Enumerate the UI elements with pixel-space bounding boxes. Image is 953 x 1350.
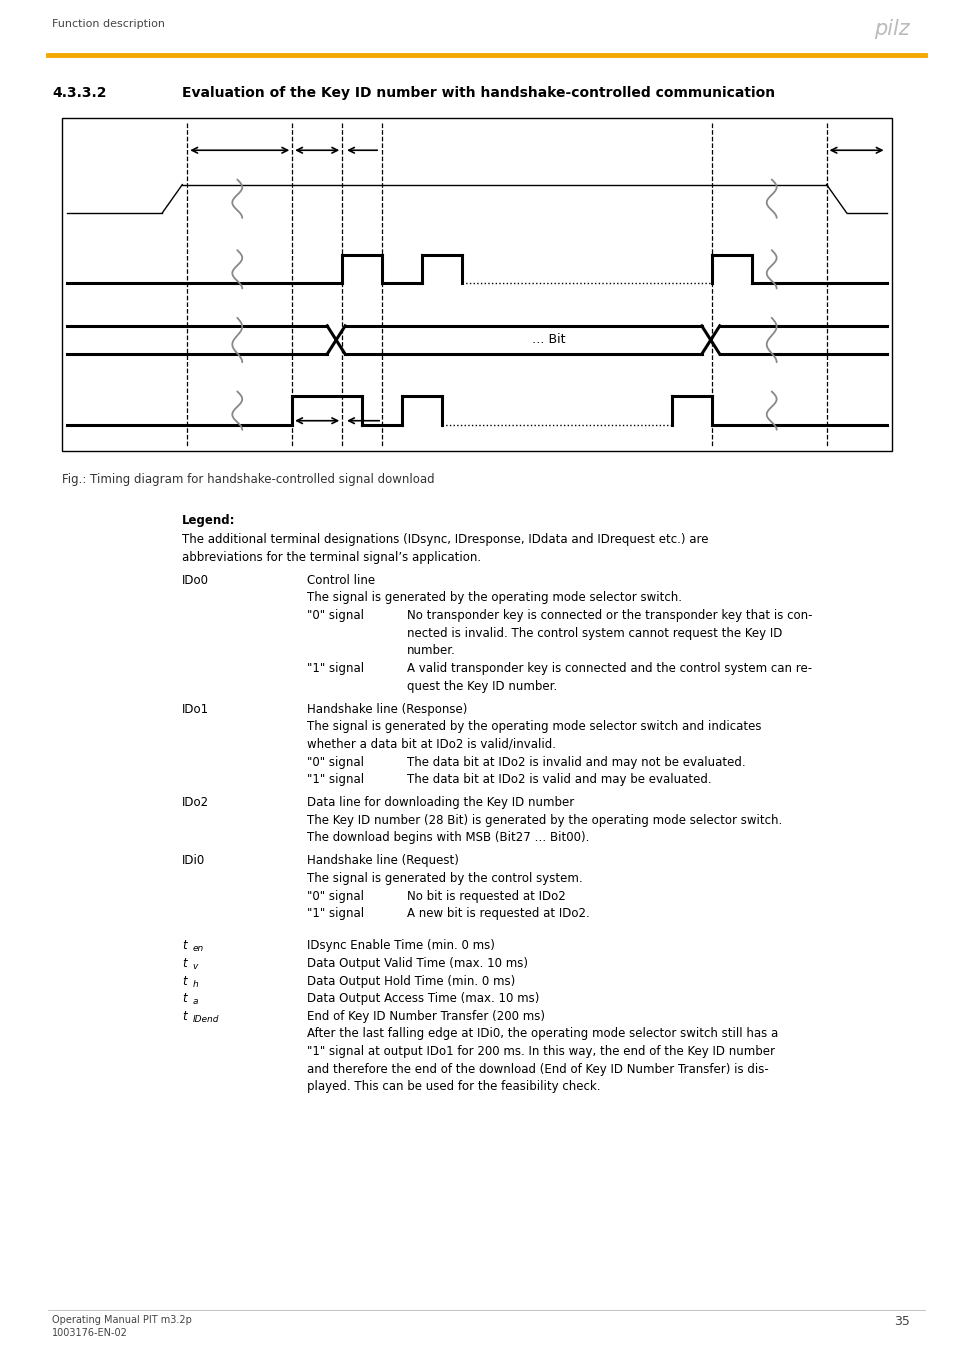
Bar [62, 117, 891, 451]
Text: t: t [182, 975, 187, 987]
Text: Data Output Hold Time (min. 0 ms): Data Output Hold Time (min. 0 ms) [307, 975, 515, 987]
Text: The signal is generated by the operating mode selector switch and indicates: The signal is generated by the operating… [307, 720, 760, 733]
Text: IDo1: IDo1 [182, 702, 210, 716]
Text: A new bit is requested at IDo2.: A new bit is requested at IDo2. [407, 907, 589, 921]
Text: Operating Manual PIT m3.2p: Operating Manual PIT m3.2p [52, 1315, 192, 1324]
Text: "1" signal: "1" signal [307, 662, 364, 675]
Text: nected is invalid. The control system cannot request the Key ID: nected is invalid. The control system ca… [407, 626, 781, 640]
Text: 35: 35 [893, 1315, 909, 1327]
Text: h: h [193, 980, 198, 988]
Text: A valid transponder key is connected and the control system can re-: A valid transponder key is connected and… [407, 662, 811, 675]
Text: t: t [182, 940, 187, 952]
Text: abbreviations for the terminal signal’s application.: abbreviations for the terminal signal’s … [182, 551, 481, 564]
Text: 4.3.3.2: 4.3.3.2 [52, 85, 107, 100]
Text: Data Output Valid Time (max. 10 ms): Data Output Valid Time (max. 10 ms) [307, 957, 528, 969]
Text: The signal is generated by the control system.: The signal is generated by the control s… [307, 872, 582, 886]
Text: Handshake line (Response): Handshake line (Response) [307, 702, 467, 716]
Text: t: t [182, 1010, 187, 1023]
Text: number.: number. [407, 644, 456, 657]
Text: v: v [193, 963, 197, 971]
Text: The additional terminal designations (IDsync, IDresponse, IDdata and IDrequest e: The additional terminal designations (ID… [182, 533, 708, 545]
Text: IDend: IDend [193, 1015, 218, 1023]
Text: "0" signal: "0" signal [307, 756, 364, 768]
Text: The Key ID number (28 Bit) is generated by the operating mode selector switch.: The Key ID number (28 Bit) is generated … [307, 814, 781, 826]
Text: Control line: Control line [307, 574, 375, 587]
Text: Data line for downloading the Key ID number: Data line for downloading the Key ID num… [307, 796, 574, 809]
Text: No bit is requested at IDo2: No bit is requested at IDo2 [407, 890, 565, 903]
Text: whether a data bit at IDo2 is valid/invalid.: whether a data bit at IDo2 is valid/inva… [307, 738, 556, 751]
Text: IDo0: IDo0 [182, 574, 209, 587]
Text: Function description: Function description [52, 19, 165, 30]
Text: Handshake line (Request): Handshake line (Request) [307, 855, 458, 868]
Text: t: t [182, 992, 187, 1006]
Text: Fig.: Timing diagram for handshake-controlled signal download: Fig.: Timing diagram for handshake-contr… [62, 474, 435, 486]
Text: The data bit at IDo2 is valid and may be evaluated.: The data bit at IDo2 is valid and may be… [407, 774, 711, 786]
Text: "1" signal: "1" signal [307, 907, 364, 921]
Text: and therefore the end of the download (End of Key ID Number Transfer) is dis-: and therefore the end of the download (E… [307, 1062, 768, 1076]
Text: End of Key ID Number Transfer (200 ms): End of Key ID Number Transfer (200 ms) [307, 1010, 544, 1023]
Text: "0" signal: "0" signal [307, 890, 364, 903]
Text: Data Output Access Time (max. 10 ms): Data Output Access Time (max. 10 ms) [307, 992, 539, 1006]
Text: The signal is generated by the operating mode selector switch.: The signal is generated by the operating… [307, 591, 681, 605]
Text: t: t [182, 957, 187, 969]
Text: IDsync Enable Time (min. 0 ms): IDsync Enable Time (min. 0 ms) [307, 940, 495, 952]
Text: IDo2: IDo2 [182, 796, 210, 809]
Text: IDi0: IDi0 [182, 855, 205, 868]
Text: a: a [193, 998, 197, 1006]
Text: quest the Key ID number.: quest the Key ID number. [407, 679, 557, 693]
Text: "0" signal: "0" signal [307, 609, 364, 622]
Text: pilz: pilz [873, 19, 909, 39]
Text: No transponder key is connected or the transponder key that is con-: No transponder key is connected or the t… [407, 609, 812, 622]
Text: en: en [193, 944, 203, 953]
Text: "1" signal at output IDo1 for 200 ms. In this way, the end of the Key ID number: "1" signal at output IDo1 for 200 ms. In… [307, 1045, 775, 1058]
Text: played. This can be used for the feasibility check.: played. This can be used for the feasibi… [307, 1080, 600, 1094]
Text: … Bit: … Bit [531, 333, 564, 347]
Text: 1003176-EN-02: 1003176-EN-02 [52, 1328, 128, 1338]
Text: After the last falling edge at IDi0, the operating mode selector switch still ha: After the last falling edge at IDi0, the… [307, 1027, 778, 1041]
Text: "1" signal: "1" signal [307, 774, 364, 786]
Text: Evaluation of the Key ID number with handshake-controlled communication: Evaluation of the Key ID number with han… [182, 85, 775, 100]
Text: The data bit at IDo2 is invalid and may not be evaluated.: The data bit at IDo2 is invalid and may … [407, 756, 745, 768]
Text: Legend:: Legend: [182, 513, 235, 526]
Text: The download begins with MSB (Bit27 … Bit00).: The download begins with MSB (Bit27 … Bi… [307, 832, 589, 845]
